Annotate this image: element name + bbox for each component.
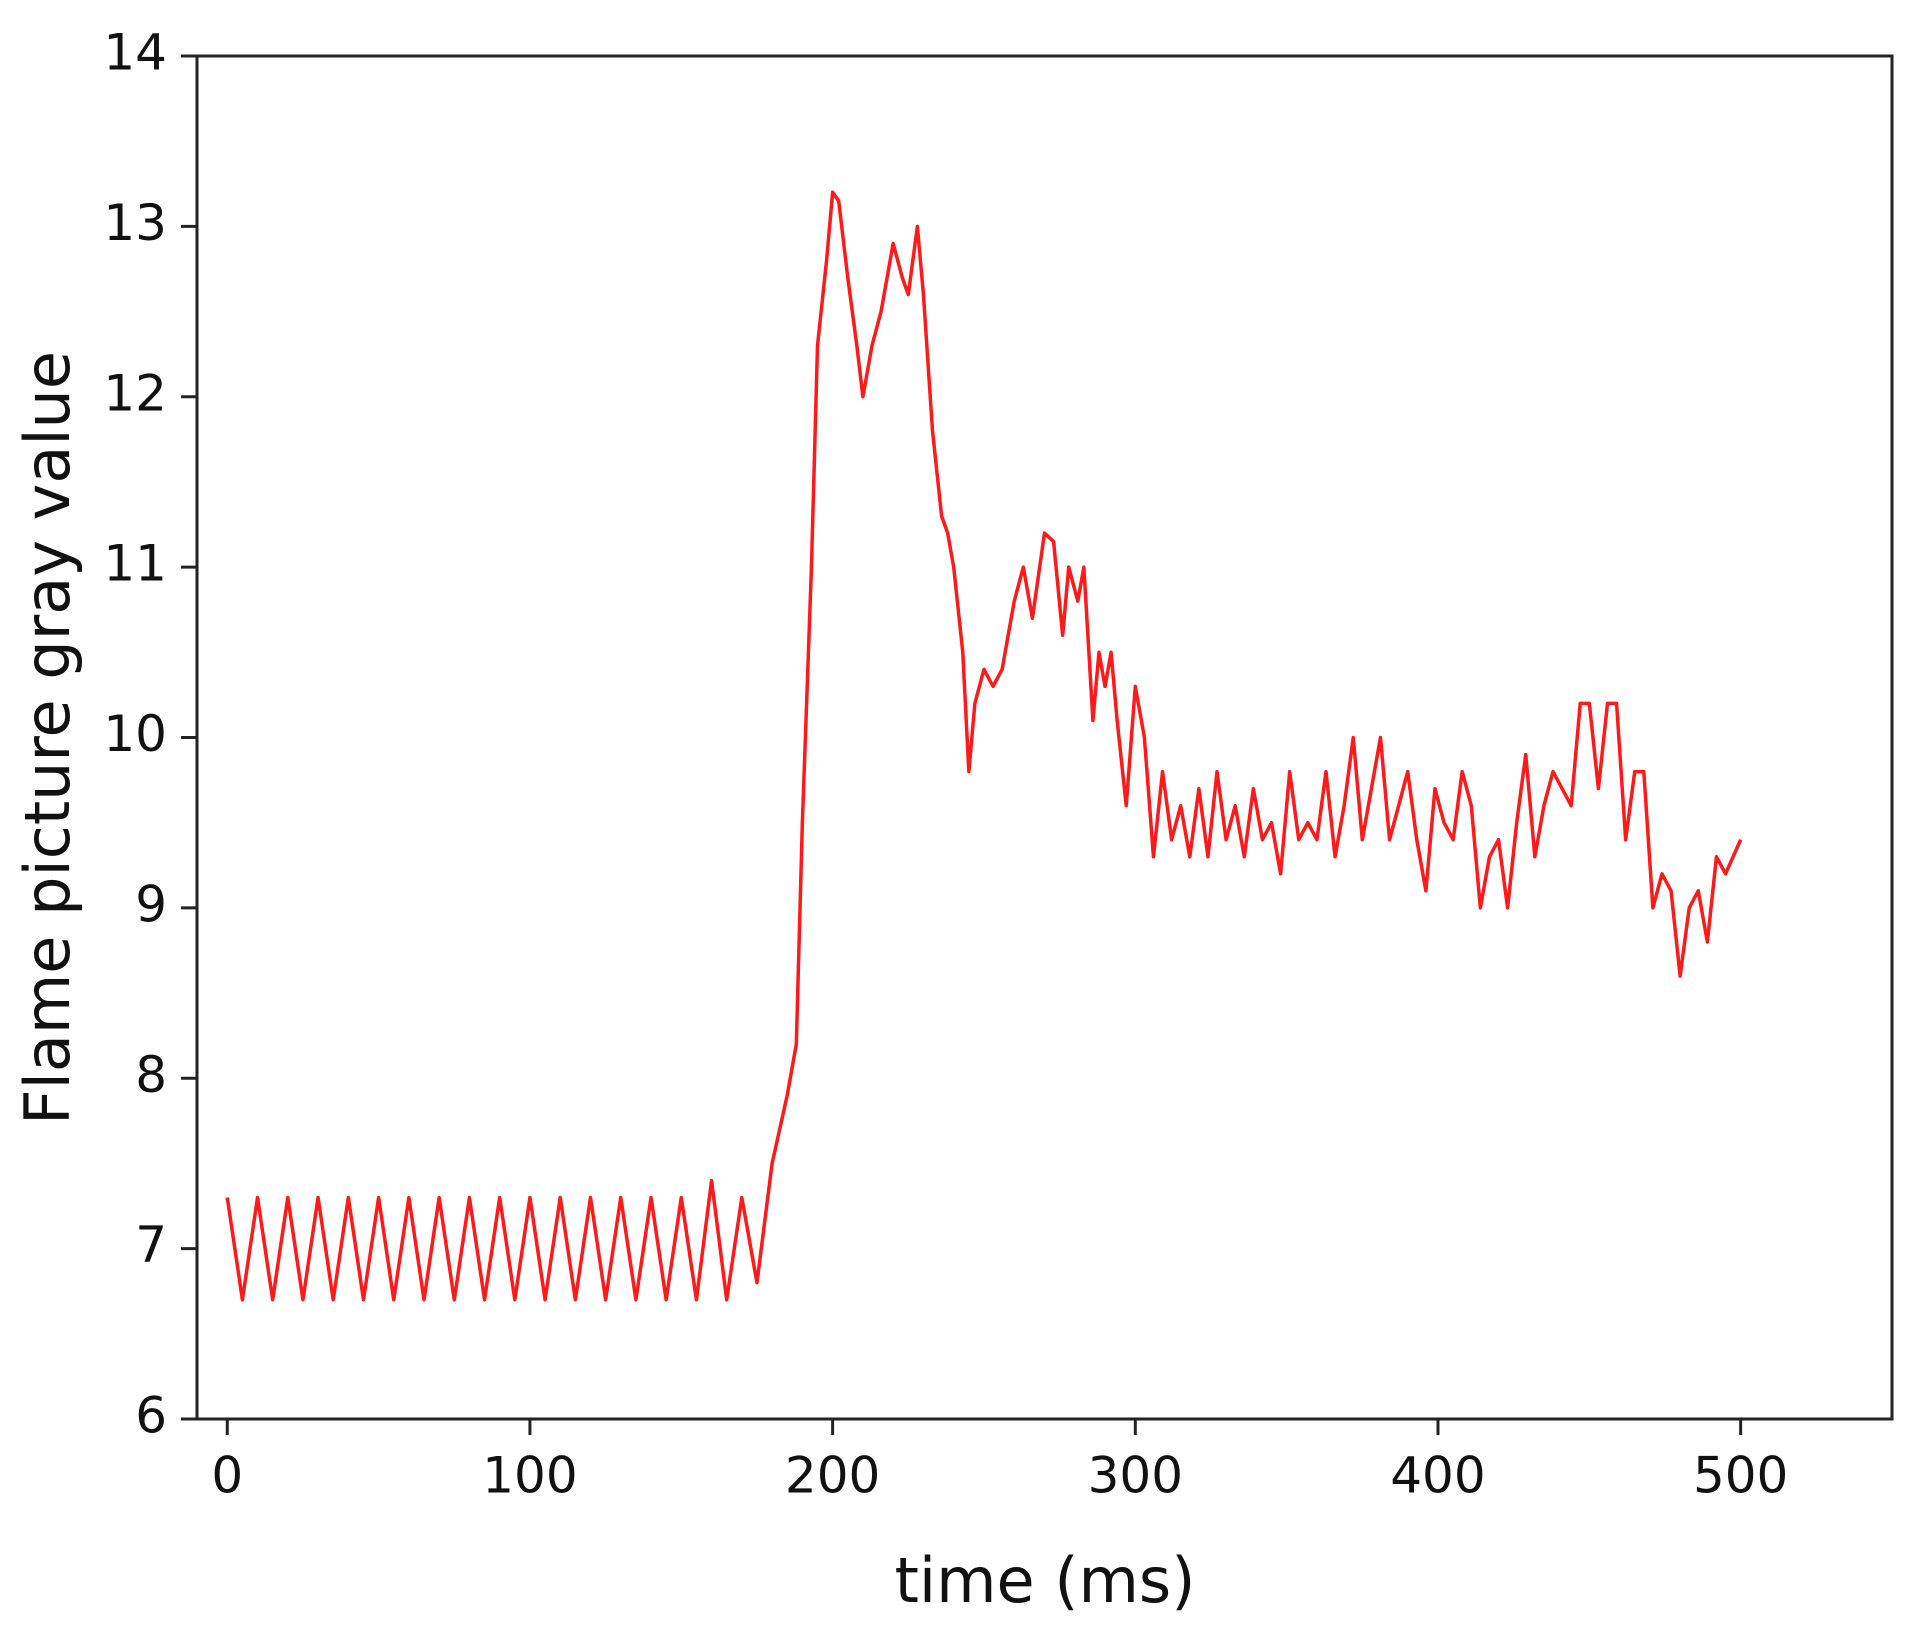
y-tick-label: 8	[135, 1046, 167, 1104]
x-tick-label: 500	[1693, 1447, 1788, 1505]
y-tick-label: 14	[103, 24, 167, 82]
x-tick-label: 200	[785, 1447, 880, 1505]
y-tick-label: 10	[103, 705, 167, 763]
x-axis-label: time (ms)	[895, 1544, 1196, 1617]
x-tick-label: 300	[1088, 1447, 1183, 1505]
data-line	[225, 190, 1743, 1302]
x-tick-label: 100	[482, 1447, 577, 1505]
y-tick-label: 7	[135, 1216, 167, 1274]
y-tick-label: 9	[135, 875, 167, 933]
x-tick-label: 400	[1390, 1447, 1485, 1505]
y-tick-label: 11	[103, 535, 167, 593]
y-axis-label: Flame picture gray value	[11, 351, 84, 1125]
y-tick-label: 12	[103, 364, 167, 422]
plot-frame	[195, 54, 1894, 1421]
y-tick-label: 6	[135, 1387, 167, 1445]
x-tick-label: 0	[211, 1447, 243, 1505]
y-tick-label: 13	[103, 194, 167, 252]
